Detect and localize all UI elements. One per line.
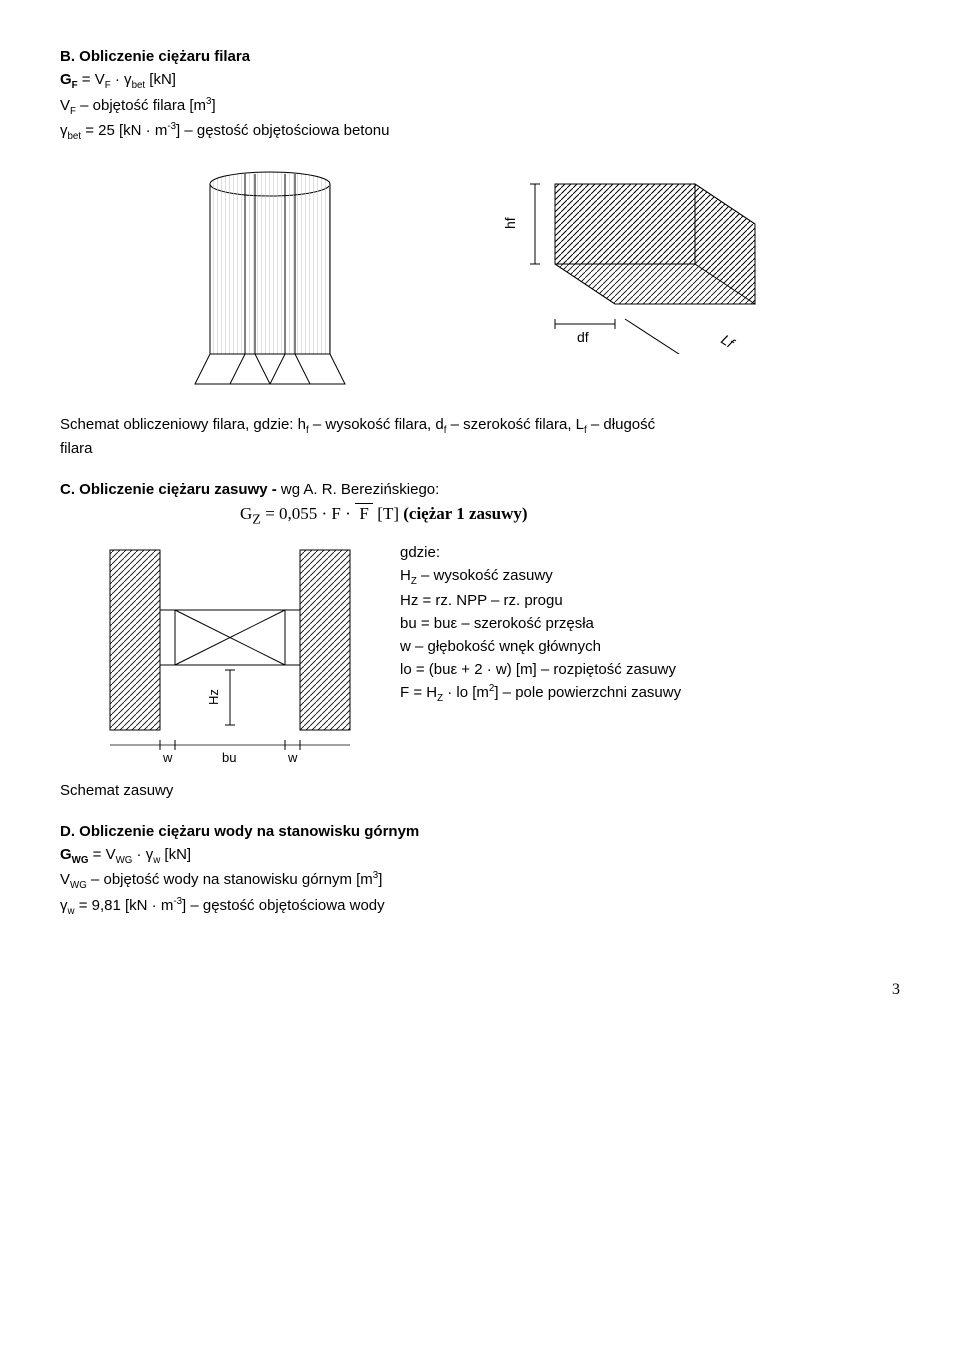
section-b-title: B. Obliczenie ciężaru filara — [60, 46, 900, 67]
zasuwa-svg: Hz w bu w — [100, 540, 360, 770]
w1-label: w — [162, 750, 173, 765]
section-d-title: D. Obliczenie ciężaru wody na stanowisku… — [60, 821, 900, 842]
page-number: 3 — [60, 979, 900, 1001]
w2-label: w — [287, 750, 298, 765]
block-svg: hf df Lf — [495, 164, 775, 354]
section-c-equation: GZ = 0,055 · F · F [T] (ciężar 1 zasuwy) — [240, 502, 900, 530]
section-d-line3: γw = 9,81 [kN · m-3] – gęstość objętości… — [60, 895, 900, 919]
df-label: df — [577, 329, 589, 345]
pier-svg — [185, 164, 355, 394]
section-b-line3: γbet = 25 [kN · m-3] – gęstość objętości… — [60, 120, 900, 144]
filar-figures: hf df Lf — [60, 164, 900, 394]
schemat-zasuwy-caption: Schemat zasuwy — [60, 780, 900, 801]
section-c-gdzie: gdzie: HZ – wysokość zasuwy Hz = rz. NPP… — [400, 540, 681, 770]
section-d-line1: GWG = VWG · γw [kN] — [60, 844, 900, 868]
section-c-title: C. Obliczenie ciężaru zasuwy - wg A. R. … — [60, 479, 900, 500]
section-b-line1: GF = VF · γbet [kN] — [60, 69, 900, 93]
hz-label: Hz — [206, 689, 221, 705]
section-b-line2: VF – objętość filara [m3] — [60, 95, 900, 119]
bu-label: bu — [222, 750, 236, 765]
hf-label: hf — [502, 217, 518, 229]
section-d-line2: VWG – objętość wody na stanowisku górnym… — [60, 869, 900, 893]
lf-label: Lf — [718, 331, 738, 352]
filar-caption: Schemat obliczeniowy filara, gdzie: hf –… — [60, 414, 900, 459]
